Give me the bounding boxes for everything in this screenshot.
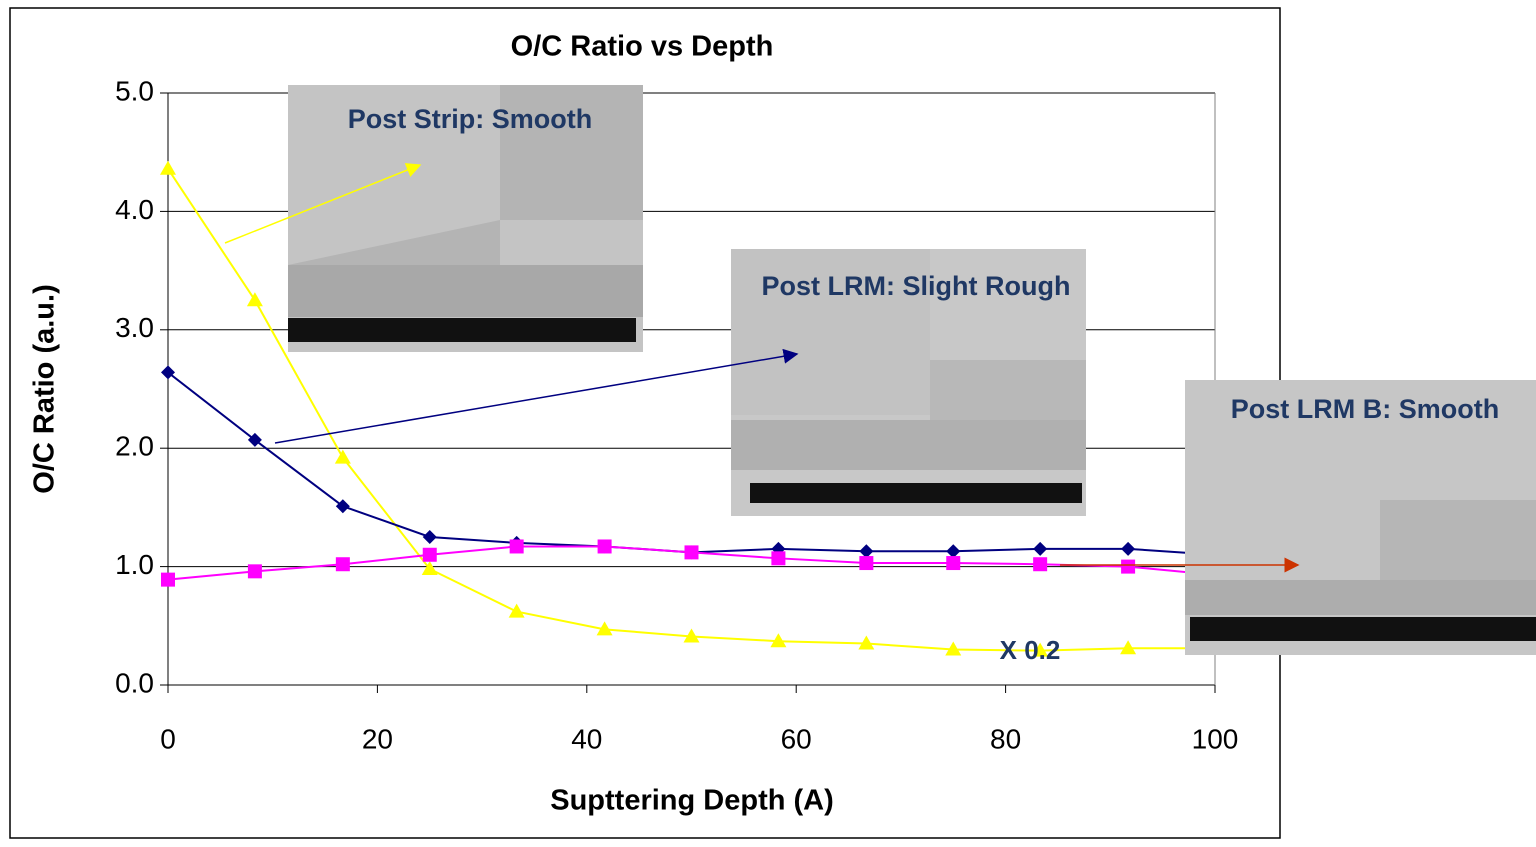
x-tick-label: 0 <box>160 723 176 754</box>
point <box>247 432 262 447</box>
scale-note: X 0.2 <box>1000 635 1061 665</box>
point <box>859 544 874 559</box>
point <box>161 365 175 380</box>
point <box>247 564 262 579</box>
x-axis-label: Supttering Depth (A) <box>550 785 834 817</box>
sem-image <box>288 85 643 352</box>
point <box>422 547 437 562</box>
point <box>770 633 787 648</box>
point <box>858 635 875 650</box>
insets: Post Strip: Smooth Post LRM: Slight Roug… <box>224 85 1536 665</box>
point <box>335 499 350 514</box>
plot-area: 0.0 1.0 2.0 3.0 4.0 5.0 0 20 40 60 80 100 <box>115 75 1238 754</box>
point <box>160 160 176 175</box>
y-tick-label: 0.0 <box>115 667 154 698</box>
point <box>946 544 961 559</box>
point <box>596 621 613 636</box>
y-tick-label: 5.0 <box>115 75 154 106</box>
point <box>335 557 350 572</box>
chart-frame <box>9 7 1281 839</box>
point <box>1033 557 1048 572</box>
inset-label: Post LRM: Slight Rough <box>762 271 1071 301</box>
arrow <box>224 163 422 244</box>
point <box>1032 642 1049 657</box>
point <box>1033 541 1048 556</box>
inset-label: Post LRM B: Smooth <box>1231 394 1499 424</box>
point <box>422 530 437 544</box>
point <box>508 603 525 618</box>
point <box>1121 559 1136 574</box>
inset-label: Post Strip: Smooth <box>348 104 593 134</box>
y-tick-label: 2.0 <box>115 431 154 462</box>
point <box>1120 640 1137 655</box>
point <box>771 551 786 566</box>
point <box>421 560 438 575</box>
point <box>509 539 524 554</box>
sem-image <box>731 249 1086 516</box>
y-tick-label: 4.0 <box>115 194 154 225</box>
y-axis-label: O/C Ratio (a.u.) <box>29 284 61 493</box>
x-tick-label: 80 <box>990 723 1021 754</box>
x-tick-label: 100 <box>1192 723 1239 754</box>
y-tick-label: 3.0 <box>115 312 154 343</box>
point <box>683 628 700 643</box>
point <box>684 545 699 560</box>
x-tick-label: 60 <box>781 723 812 754</box>
point <box>597 539 612 554</box>
point <box>859 556 874 571</box>
point <box>1121 541 1136 556</box>
point <box>945 641 962 656</box>
x-tick-label: 20 <box>362 723 393 754</box>
sem-image <box>1185 380 1536 655</box>
arrow <box>274 348 799 444</box>
x-tick-label: 40 <box>571 723 602 754</box>
point <box>161 572 175 587</box>
y-tick-label: 1.0 <box>115 549 154 580</box>
chart-title: O/C Ratio vs Depth <box>511 31 774 63</box>
point <box>334 449 351 464</box>
point <box>946 556 961 571</box>
point <box>246 292 263 307</box>
